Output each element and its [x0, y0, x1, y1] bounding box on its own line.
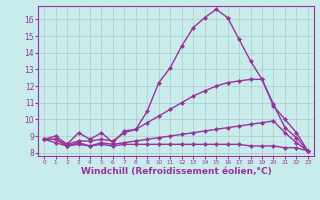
X-axis label: Windchill (Refroidissement éolien,°C): Windchill (Refroidissement éolien,°C): [81, 167, 271, 176]
